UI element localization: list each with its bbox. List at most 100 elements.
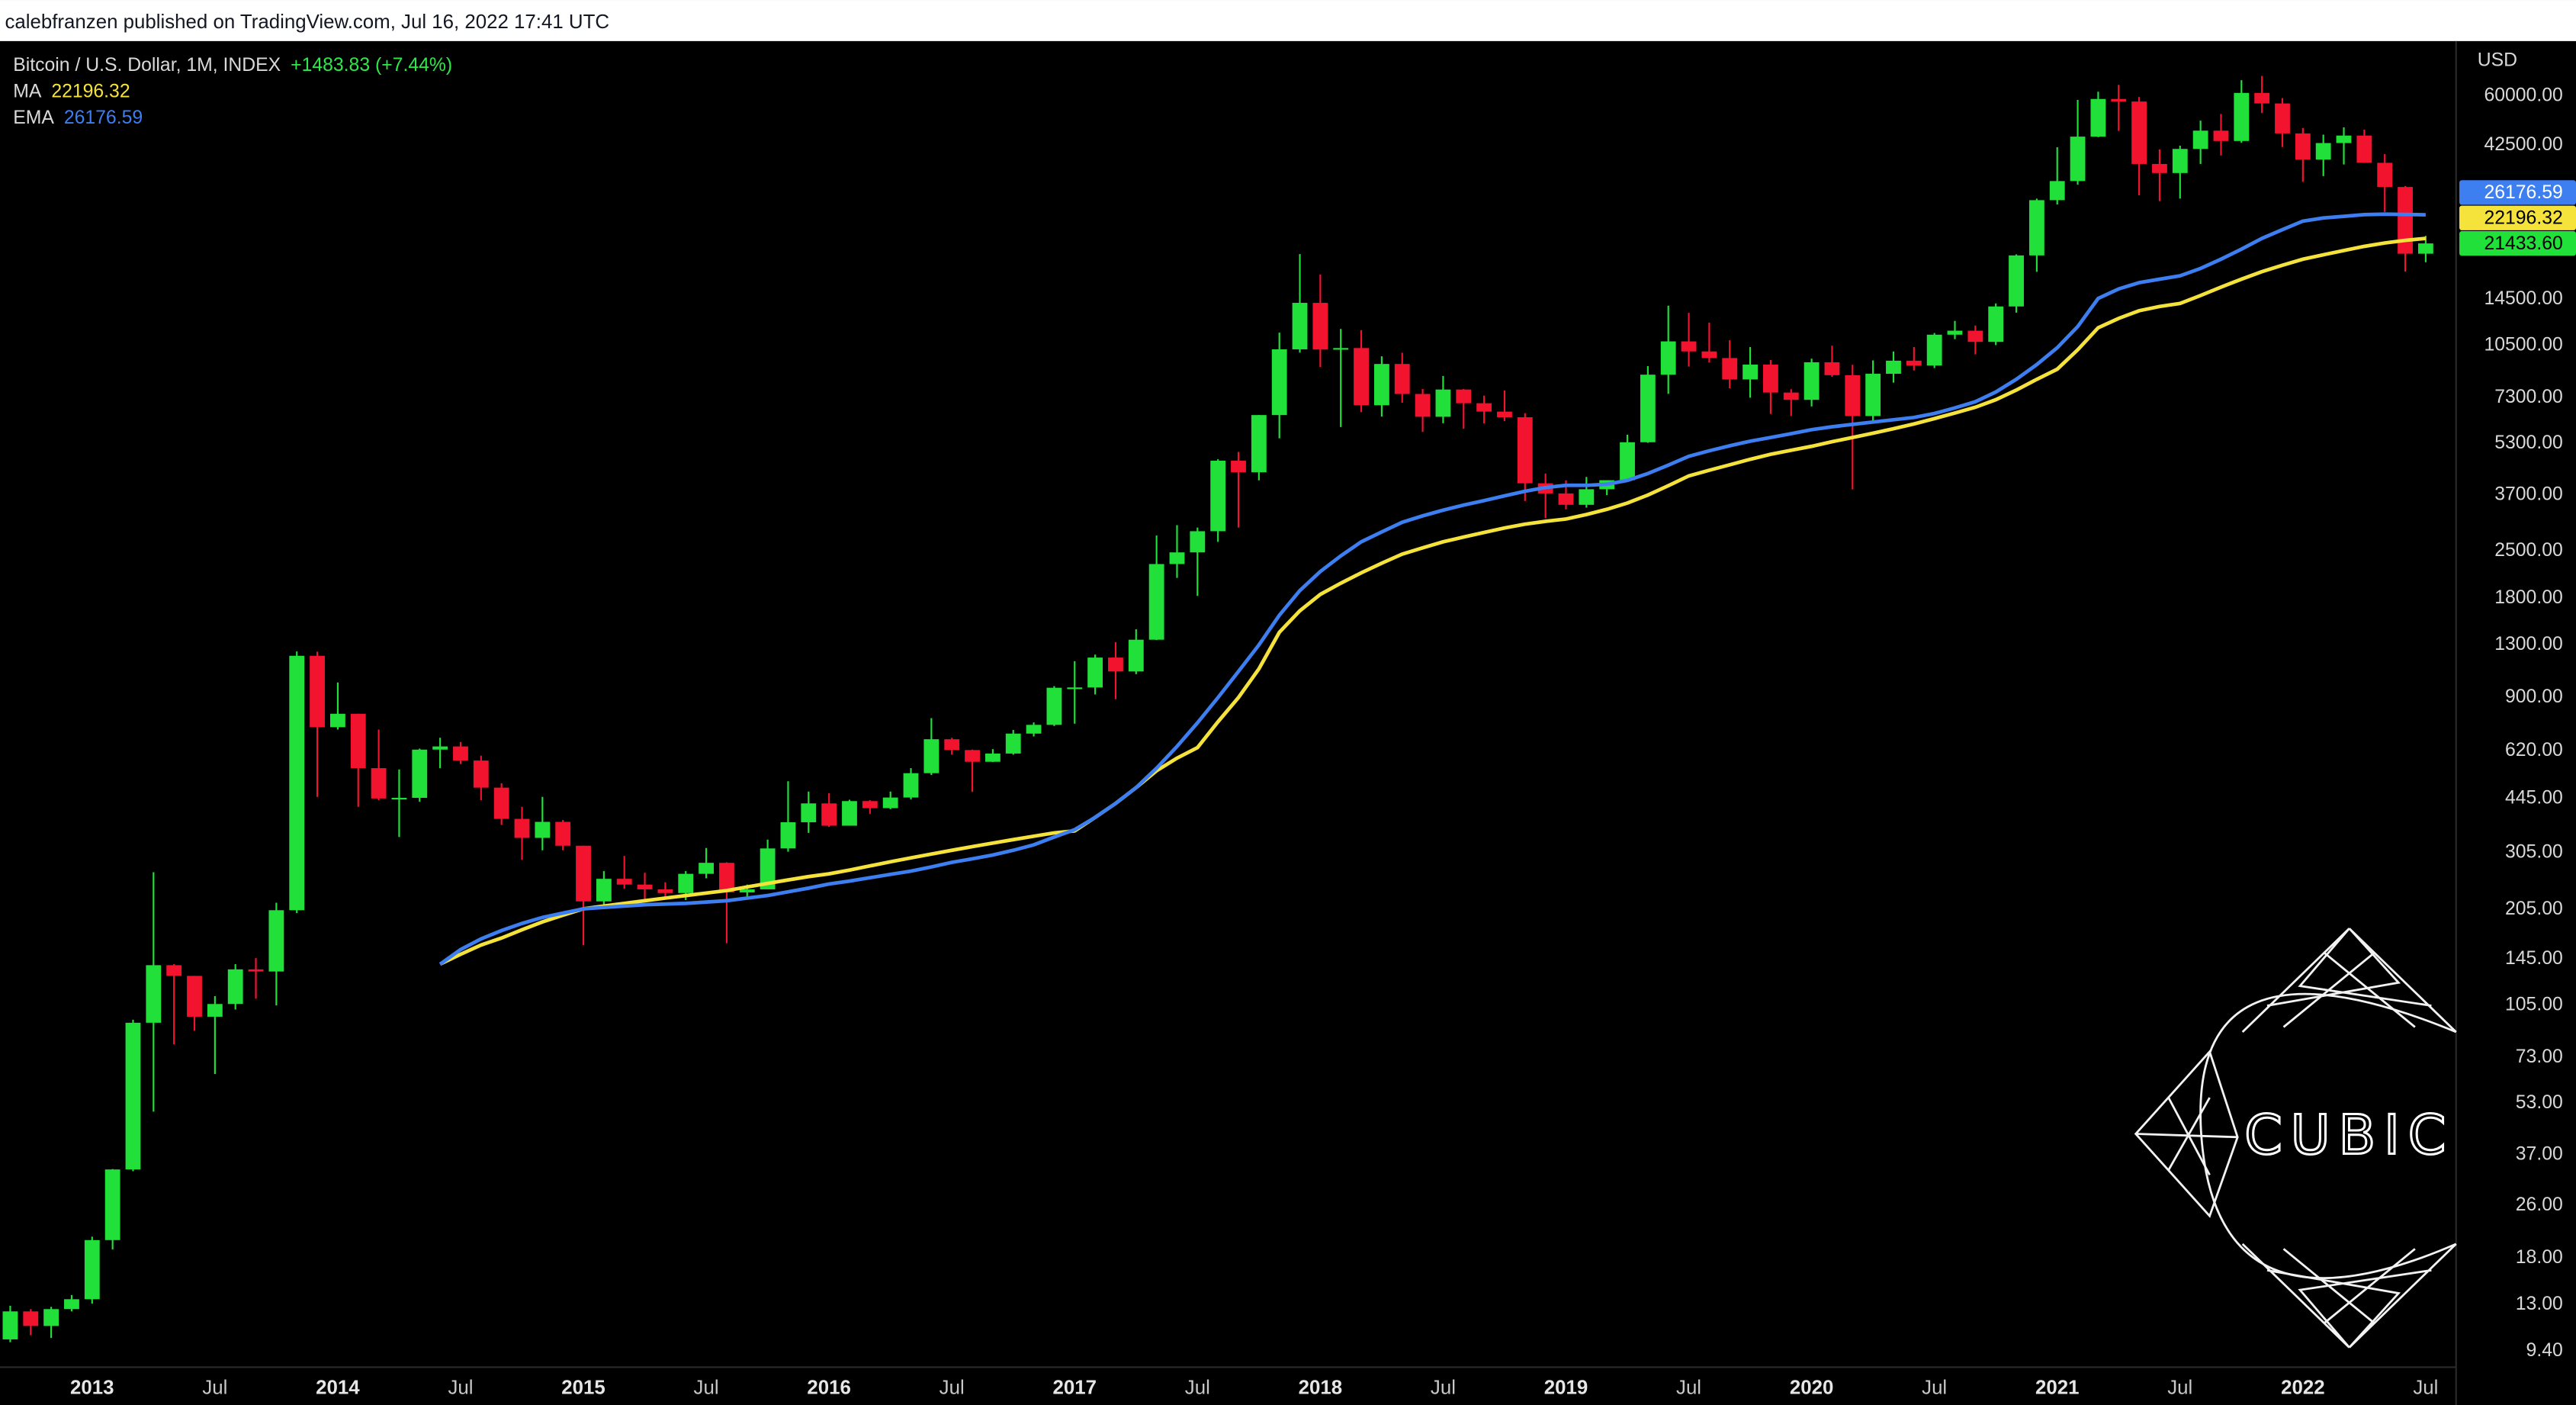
x-tick-label: Jul — [1922, 1377, 1947, 1398]
candle-body — [1967, 330, 1983, 342]
candle-body — [350, 713, 366, 769]
candles — [2, 76, 2433, 1342]
candle-body — [1845, 375, 1861, 416]
candle-body — [2254, 92, 2270, 104]
price-marker-label: 26176.59 — [2484, 182, 2562, 203]
candle-body — [1026, 725, 1042, 734]
candle-body — [207, 1004, 223, 1017]
candle-body — [1722, 358, 1738, 380]
x-tick-label: 2016 — [807, 1377, 851, 1398]
x-tick-label: Jul — [2413, 1377, 2438, 1398]
candle-body — [2172, 149, 2188, 173]
candle-body — [1271, 349, 1287, 416]
y-tick-label: 18.00 — [2516, 1247, 2563, 1268]
candle-body — [780, 821, 796, 849]
y-tick-label: 145.00 — [2505, 948, 2563, 969]
candle-body — [1681, 341, 1697, 352]
title: Bitcoin / U.S. Dollar, 1M, INDEX — [13, 55, 281, 76]
candle-body — [1620, 442, 1635, 481]
candle-body — [2315, 143, 2331, 160]
y-tick-label: 10500.00 — [2484, 335, 2562, 355]
candle-body — [2336, 135, 2352, 143]
candle-body — [1333, 348, 1349, 350]
candle-body — [1579, 489, 1595, 505]
candle-body — [637, 884, 653, 889]
candle-body — [2152, 163, 2167, 173]
candle-body — [2111, 98, 2127, 102]
y-tick-label: 60000.00 — [2484, 85, 2562, 105]
candle-body — [2295, 133, 2311, 160]
candle-body — [1354, 348, 1369, 406]
candle-body — [760, 848, 776, 889]
indicator-line — [438, 212, 2426, 966]
candle-body — [2049, 181, 2065, 201]
x-tick-label: 2022 — [2281, 1377, 2324, 1398]
logo-arc — [2199, 992, 2457, 1280]
candle-body — [432, 746, 448, 750]
candle-body — [1394, 364, 1410, 394]
price-marker — [2459, 180, 2576, 205]
candle-body — [1865, 374, 1881, 416]
candle-body — [1497, 411, 1512, 417]
candle-body — [64, 1299, 79, 1310]
candle-body — [43, 1309, 59, 1326]
candle-body — [1148, 564, 1164, 640]
price-marker — [2459, 205, 2576, 230]
candle-body — [965, 750, 980, 762]
candle-body — [1415, 394, 1431, 417]
price-marker — [2459, 230, 2576, 256]
candle-body — [146, 965, 162, 1023]
candle-body — [555, 821, 571, 846]
candle-body — [821, 803, 837, 826]
candle-body — [678, 873, 694, 893]
y-tick-label: 1800.00 — [2494, 587, 2563, 608]
x-tick-label: Jul — [1431, 1377, 1456, 1398]
x-tick-label: 2013 — [70, 1377, 114, 1398]
candle-body — [2417, 243, 2433, 254]
candle-body — [166, 965, 182, 976]
legend-value: 26176.59 — [64, 108, 143, 128]
candle-body — [268, 910, 284, 972]
x-tick-label: 2021 — [2035, 1377, 2079, 1398]
candle-body — [801, 803, 817, 822]
watermark: CUBIC — [2244, 1103, 2454, 1166]
candle-body — [1906, 360, 1922, 366]
legend-value: 22196.32 — [51, 81, 130, 101]
y-tick-label: 13.00 — [2516, 1294, 2563, 1314]
candle-body — [453, 746, 468, 761]
candle-body — [1292, 303, 1308, 349]
indicator-line — [439, 236, 2427, 966]
candle-body — [2, 1311, 18, 1339]
x-tick-label: Jul — [202, 1377, 227, 1398]
candle-body — [699, 863, 714, 874]
x-tick-label: 2014 — [316, 1377, 360, 1398]
candle-body — [1701, 351, 1717, 358]
x-tick-label: Jul — [448, 1377, 473, 1398]
candle-body — [2234, 92, 2250, 141]
candle-body — [330, 713, 345, 728]
change: +1483.83 (+7.44%) — [291, 55, 452, 76]
candle-body — [1373, 364, 1389, 406]
y-tick-label: 1300.00 — [2494, 634, 2563, 654]
y-tick-label: 900.00 — [2505, 686, 2563, 707]
candle-body — [1660, 341, 1676, 375]
candle-body — [493, 787, 509, 819]
y-tick-label: 105.00 — [2505, 995, 2563, 1015]
x-tick-label: 2017 — [1053, 1377, 1097, 1398]
candle-body — [2009, 255, 2024, 307]
candle-body — [1251, 415, 1267, 473]
candle-body — [2275, 103, 2290, 133]
y-tick-label: 73.00 — [2516, 1047, 2563, 1067]
candle-body — [2377, 162, 2393, 188]
candle-body — [1783, 392, 1799, 400]
candle-body — [596, 879, 612, 902]
candle-body — [1046, 687, 1062, 725]
currency-label: USD — [2478, 50, 2517, 70]
candle-body — [1517, 416, 1533, 484]
candle-body — [1312, 303, 1328, 350]
y-tick-label: 2500.00 — [2494, 540, 2563, 561]
candle-body — [1742, 365, 1758, 380]
y-tick-label: 5300.00 — [2494, 432, 2563, 453]
y-tick-label: 9.40 — [2526, 1340, 2563, 1361]
